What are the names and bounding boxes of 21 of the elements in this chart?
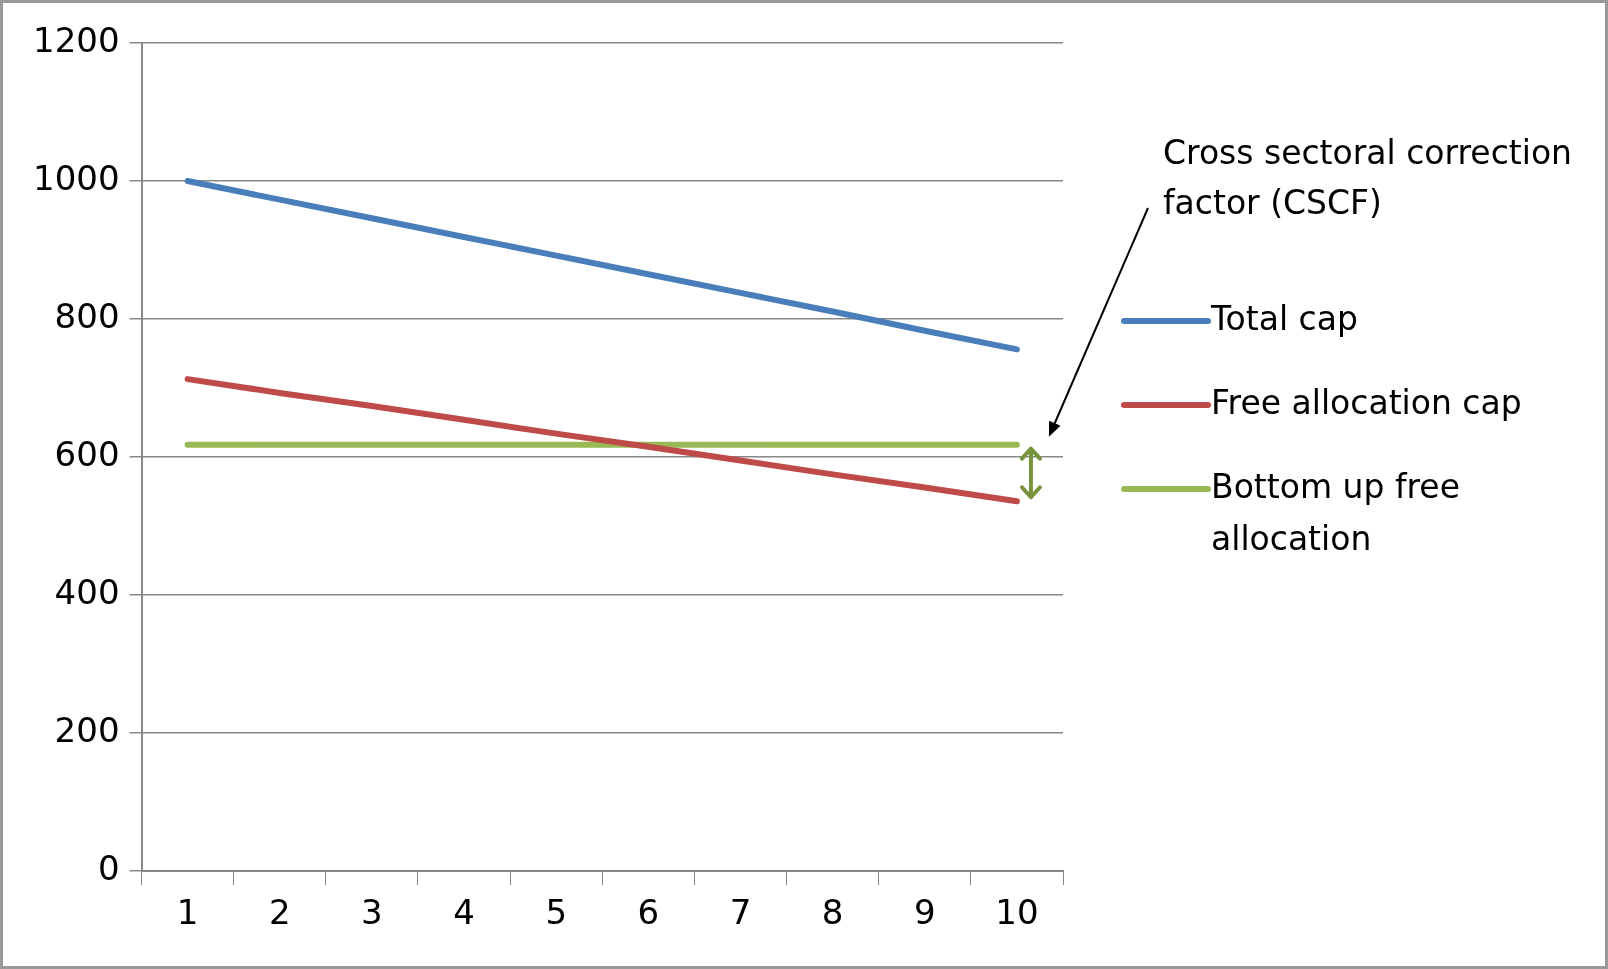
x-tick-label: 8 [821,892,844,933]
x-tick-label: 7 [729,892,752,933]
x-tick-label: 2 [268,892,291,933]
legend-label: Total cap [1211,298,1359,340]
legend-label: Bottom up free allocation [1211,466,1461,560]
y-tick-label: 0 [97,848,120,889]
x-tick-label: 4 [453,892,475,933]
text: Cross sectoral correction factor (CSCF) [1163,132,1573,224]
x-tick-label: 6 [637,892,660,933]
x-tick-label: 9 [913,892,936,933]
legend-label: Free allocation cap [1211,382,1523,424]
y-tick-label: 800 [54,295,120,336]
y-tick-label: 1000 [33,157,120,198]
x-tick-label: 3 [361,892,383,933]
x-tick-label: 5 [545,892,568,933]
x-tick-label: 10 [995,892,1039,933]
y-tick-label: 1200 [33,19,120,60]
x-tick-label: 1 [176,892,199,933]
y-tick-label: 600 [54,433,120,474]
y-tick-label: 200 [54,709,120,750]
y-tick-label: 400 [54,571,120,612]
